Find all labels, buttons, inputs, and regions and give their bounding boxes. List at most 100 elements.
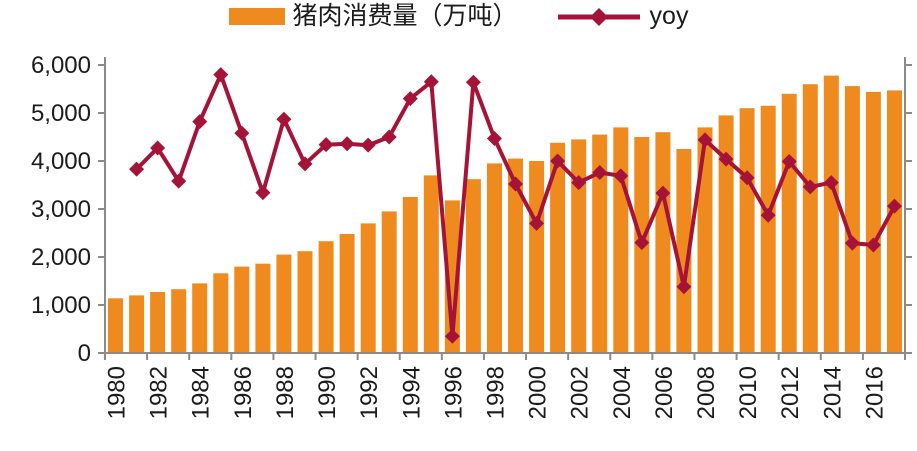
bar-series-label: 猪肉消费量（万吨）: [292, 2, 518, 30]
yoy-marker-2001: [550, 153, 566, 169]
yoy-marker-1984: [192, 114, 208, 130]
bar-2015: [844, 86, 860, 353]
bar-1987: [255, 263, 271, 353]
x-axis-label: 1992: [356, 366, 383, 419]
bar-2017: [887, 90, 902, 354]
bar-1983: [171, 289, 187, 353]
bar-1993: [381, 211, 397, 353]
x-axis-label: 1990: [314, 366, 341, 419]
yoy-marker-2009: [718, 151, 734, 167]
bar-2002: [571, 139, 587, 353]
x-axis-label: 1982: [146, 366, 173, 419]
x-axis-label: 1996: [440, 366, 467, 419]
x-axis-label: 2010: [735, 366, 762, 419]
bar-2013: [802, 84, 818, 353]
bar-2010: [739, 108, 755, 353]
yoy-marker-1993: [381, 129, 397, 145]
yoy-marker-2000: [529, 215, 545, 231]
yoy-marker-1990: [318, 137, 334, 153]
bar-1992: [360, 223, 376, 353]
yoy-marker-1982: [150, 140, 166, 156]
yoy-marker-1992: [360, 137, 376, 153]
bar-2007: [676, 149, 692, 353]
bar-2014: [823, 75, 839, 353]
x-axis-label: 2000: [525, 366, 552, 419]
bar-2016: [865, 91, 881, 354]
x-axis-label: 1988: [272, 366, 299, 419]
yoy-marker-1989: [297, 156, 313, 172]
x-axis-label: 2004: [609, 366, 636, 419]
yoy-marker-2003: [592, 165, 608, 181]
yoy-marker-2016: [865, 237, 881, 253]
bar-1991: [339, 234, 355, 353]
yoy-marker-1997: [465, 74, 481, 90]
yoy-marker-2006: [655, 185, 671, 201]
yoy-marker-2007: [676, 279, 692, 295]
yoy-marker-1988: [276, 111, 292, 127]
yoy-marker-1998: [486, 130, 502, 146]
x-axis-label: 2002: [567, 366, 594, 419]
bar-2012: [781, 93, 797, 354]
yoy-marker-1986: [234, 125, 250, 141]
bar-1997: [465, 179, 481, 353]
bar-2001: [550, 142, 566, 353]
yoy-marker-1999: [508, 176, 524, 192]
y-axis-label: 2,000: [31, 244, 91, 271]
x-axis-label: 1998: [483, 366, 510, 419]
bar-1995: [423, 175, 439, 353]
bar-1982: [150, 292, 166, 353]
bar-2009: [718, 115, 734, 354]
y-axis-label: 4,000: [31, 148, 91, 175]
line-series-marker-icon: [557, 7, 640, 26]
yoy-marker-2002: [571, 175, 587, 191]
yoy-marker-1981: [129, 161, 145, 177]
yoy-marker-2005: [634, 235, 650, 251]
x-axis-label: 2014: [819, 366, 846, 419]
yoy-marker-2008: [697, 132, 713, 148]
bar-2000: [529, 161, 545, 353]
bar-1994: [402, 197, 418, 353]
x-axis-label: 1984: [188, 366, 215, 419]
y-axis-label: 5,000: [31, 100, 91, 127]
bar-1990: [318, 241, 334, 353]
bar-1980: [108, 298, 123, 353]
bar-series-swatch: [228, 8, 285, 25]
yoy-marker-2004: [613, 168, 629, 184]
yoy-marker-1985: [213, 67, 229, 83]
yoy-marker-1991: [339, 136, 355, 152]
bar-1981: [129, 295, 145, 353]
yoy-marker-2011: [760, 207, 776, 223]
legend-item-bars: 猪肉消费量（万吨）: [228, 2, 518, 30]
bar-2003: [592, 134, 608, 353]
yoy-marker-2014: [823, 175, 839, 191]
bar-2011: [760, 105, 776, 353]
x-axis-label: 2006: [651, 366, 678, 419]
bar-1989: [297, 251, 313, 353]
yoy-marker-2017: [886, 198, 902, 214]
yoy-marker-1987: [255, 185, 271, 201]
bar-1999: [508, 158, 523, 353]
bar-2008: [697, 127, 713, 354]
x-axis-label: 2016: [861, 366, 888, 419]
yoy-marker-2013: [802, 179, 818, 195]
yoy-marker-1995: [423, 74, 439, 90]
yoy-marker-2015: [844, 235, 860, 251]
y-axis-label: 0: [78, 340, 91, 367]
x-axis-label: 2008: [693, 366, 720, 419]
yoy-marker-2012: [781, 153, 797, 169]
yoy-marker-1983: [171, 173, 187, 189]
x-axis-label: 1986: [230, 366, 257, 419]
bar-1985: [213, 273, 229, 353]
chart-legend: 猪肉消费量（万吨） yoy: [0, 4, 917, 29]
bar-2004: [613, 127, 629, 354]
x-axis-label: 1994: [398, 366, 425, 419]
bar-1998: [487, 163, 502, 353]
line-series-label: yoy: [649, 2, 689, 30]
bar-1988: [276, 254, 292, 353]
y-axis-label: 3,000: [31, 196, 91, 223]
legend-item-line: yoy: [556, 2, 689, 30]
x-axis-label: 1980: [104, 366, 131, 419]
yoy-marker-1996: [444, 328, 460, 344]
